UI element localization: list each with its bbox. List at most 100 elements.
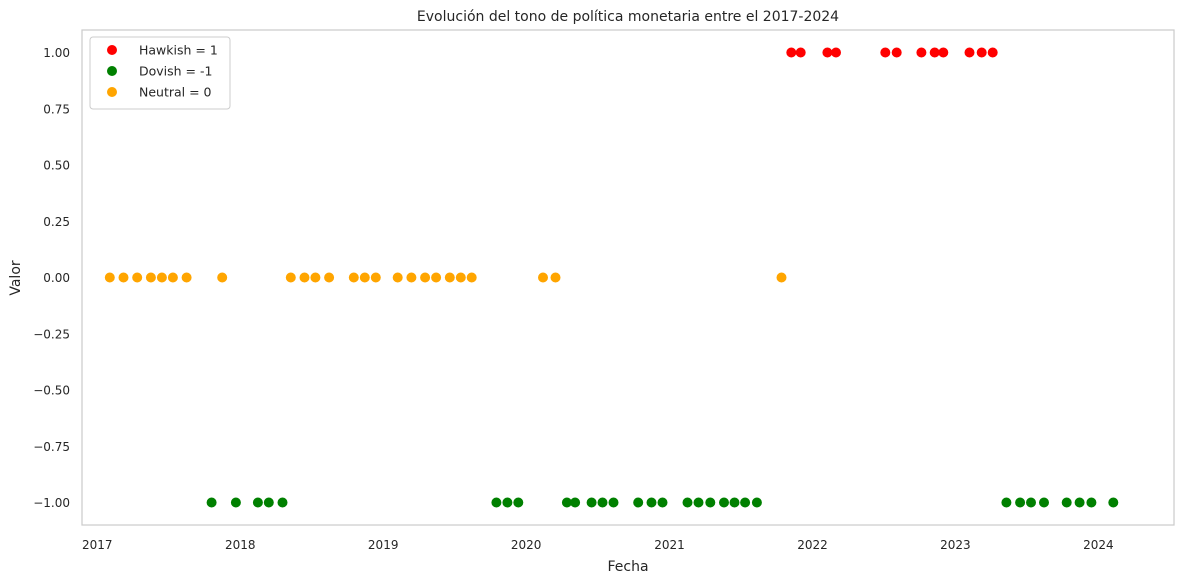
y-tick-label: −1.00: [33, 496, 70, 510]
data-point: [370, 272, 381, 283]
data-point: [1026, 497, 1036, 508]
y-tick-label: −0.50: [33, 384, 70, 398]
x-axis-ticks: 2017 2018 2019 2020 2021 2022 2023 2024: [82, 538, 1114, 552]
data-point: [502, 497, 513, 508]
data-point: [705, 497, 716, 508]
data-point: [181, 272, 192, 283]
data-point: [466, 272, 477, 283]
data-point: [156, 272, 167, 283]
data-point: [633, 497, 644, 508]
data-point: [586, 497, 597, 508]
legend-label: Dovish = -1: [139, 64, 212, 79]
legend-marker: [107, 87, 117, 97]
data-point: [740, 497, 751, 508]
data-point: [550, 272, 561, 283]
data-point: [822, 47, 833, 58]
data-point: [987, 47, 998, 58]
legend-marker: [107, 45, 117, 55]
data-point: [277, 497, 288, 508]
y-tick-label: 0.75: [43, 102, 70, 116]
data-point: [348, 272, 359, 283]
data-point: [538, 272, 548, 283]
legend-label: Neutral = 0: [139, 85, 212, 100]
data-points: [104, 47, 1119, 508]
plot-frame: [81, 29, 1175, 526]
data-point: [392, 272, 403, 283]
data-point: [206, 497, 217, 508]
x-tick-label: 2019: [368, 538, 399, 552]
data-point: [786, 47, 797, 58]
data-point: [916, 47, 927, 58]
x-tick-label: 2024: [1083, 538, 1114, 552]
data-point: [132, 272, 143, 283]
data-point: [1001, 497, 1012, 508]
data-point: [104, 272, 115, 283]
data-point: [217, 272, 228, 283]
x-tick-label: 2020: [511, 538, 542, 552]
data-point: [682, 497, 693, 508]
x-tick-label: 2021: [654, 538, 685, 552]
data-point: [795, 47, 806, 58]
data-point: [420, 272, 431, 283]
data-point: [444, 272, 455, 283]
y-tick-label: 0.25: [43, 215, 70, 229]
x-axis-label: Fecha: [607, 559, 648, 575]
data-point: [880, 47, 891, 58]
data-point: [561, 497, 572, 508]
data-point: [455, 272, 466, 283]
data-point: [938, 47, 949, 58]
chart-title: Evolución del tono de política monetaria…: [417, 9, 839, 25]
data-point: [976, 47, 987, 58]
data-point: [431, 272, 442, 283]
y-tick-label: 1.00: [43, 46, 70, 60]
data-point: [1061, 497, 1072, 508]
legend-box: [89, 36, 231, 110]
data-point: [831, 47, 841, 58]
data-point: [891, 47, 902, 58]
data-point: [751, 497, 762, 508]
data-point: [1108, 497, 1119, 508]
data-point: [719, 497, 729, 508]
data-point: [1015, 497, 1026, 508]
x-tick-label: 2017: [82, 538, 113, 552]
legend-marker: [107, 66, 117, 76]
data-point: [230, 497, 241, 508]
data-point: [118, 272, 129, 283]
y-axis-label: Valor: [8, 260, 24, 296]
data-point: [729, 497, 740, 508]
legend-label: Hawkish = 1: [139, 43, 218, 58]
data-point: [964, 47, 975, 58]
data-point: [570, 497, 581, 508]
data-point: [145, 272, 156, 283]
data-point: [657, 497, 668, 508]
data-point: [1039, 497, 1049, 508]
data-point: [491, 497, 502, 508]
data-point: [263, 497, 274, 508]
data-point: [929, 47, 940, 58]
data-point: [693, 497, 704, 508]
data-point: [167, 272, 178, 283]
data-point: [1086, 497, 1097, 508]
legend: Hawkish = 1 Dovish = -1 Neutral = 0: [89, 36, 231, 110]
data-point: [406, 272, 417, 283]
y-tick-label: −0.75: [33, 440, 70, 454]
data-point: [324, 272, 335, 283]
data-point: [597, 497, 608, 508]
data-point: [285, 272, 296, 283]
y-axis-ticks: 1.00 0.75 0.50 0.25 0.00 −0.25 −0.50 −0.75 −1.00: [33, 46, 70, 510]
data-point: [513, 497, 524, 508]
x-tick-label: 2023: [940, 538, 971, 552]
data-point: [252, 497, 263, 508]
x-tick-label: 2018: [225, 538, 256, 552]
y-tick-label: 0.00: [43, 271, 70, 285]
y-tick-label: 0.50: [43, 159, 70, 173]
data-point: [359, 272, 370, 283]
data-point: [299, 272, 310, 283]
data-point: [646, 497, 657, 508]
data-point: [1074, 497, 1085, 508]
y-tick-label: −0.25: [33, 327, 70, 341]
data-point: [608, 497, 619, 508]
data-point: [776, 272, 787, 283]
data-point: [310, 272, 321, 283]
